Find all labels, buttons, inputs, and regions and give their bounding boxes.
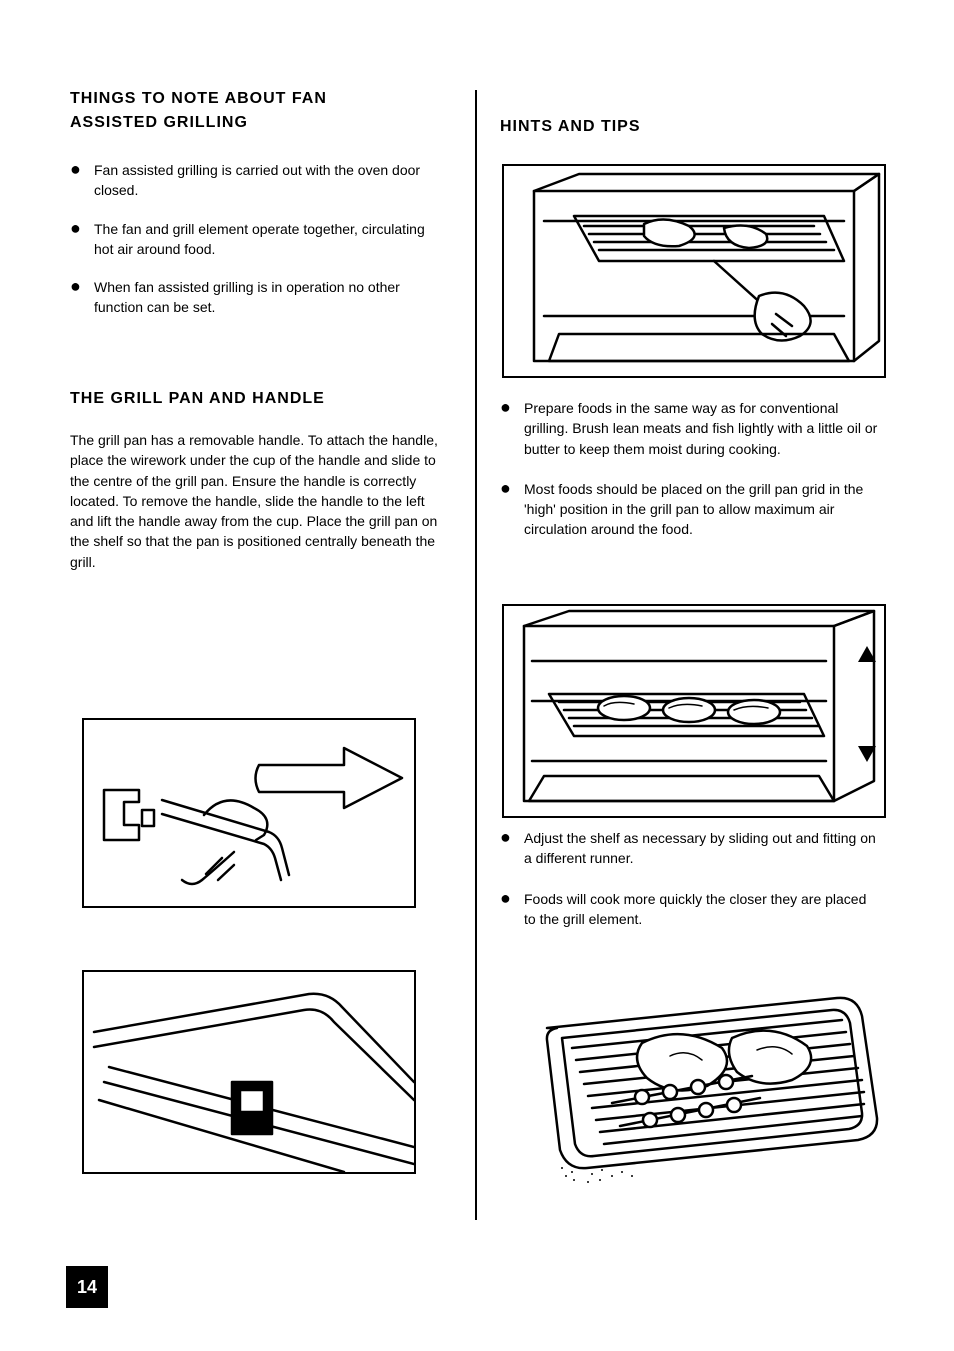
drawing-bracket-closeup [84,972,414,1172]
bullet-dot-icon: ● [500,398,524,459]
handle-paragraph: The grill pan has a removable handle. To… [70,430,440,572]
section-title-left: THINGS TO NOTE ABOUT FAN ASSISTED GRILLI… [70,90,430,138]
bullet-dot-icon: ● [70,277,94,318]
right-bullet-4: ● Foods will cook more quickly the close… [500,889,880,930]
column-divider [475,90,477,1220]
figure-pan-insert [502,164,886,378]
figure-pan-food [502,968,882,1190]
bullet-text: Adjust the shelf as necessary by sliding… [524,828,880,869]
title-line-1: THINGS TO NOTE ABOUT FAN [70,90,430,108]
bullet-text: Most foods should be placed on the grill… [524,479,880,540]
left-bullet-list: ● Fan assisted grilling is carried out w… [70,160,440,336]
left-bullet-2: ● The fan and grill element operate toge… [70,219,440,260]
drawing-pan-insert [504,166,884,376]
bullet-text: Prepare foods in the same way as for con… [524,398,880,459]
left-bullet-1: ● Fan assisted grilling is carried out w… [70,160,440,201]
bullet-text: When fan assisted grilling is in operati… [94,277,440,318]
bullet-dot-icon: ● [70,160,94,201]
drawing-handle-remove [84,720,414,906]
bullet-dot-icon: ● [500,479,524,540]
bullet-text: Fan assisted grilling is carried out wit… [94,160,440,201]
arrow-up-icon [858,646,876,662]
title-line-2: ASSISTED GRILLING [70,114,430,132]
drawing-pan-food [502,968,882,1190]
right-bullet-2: ● Most foods should be placed on the gri… [500,479,880,540]
section-title-hints: HINTS AND TIPS [500,118,641,136]
page-number: 14 [77,1277,97,1298]
right-bullet-1: ● Prepare foods in the same way as for c… [500,398,880,459]
right-bullet-group-1: ● Prepare foods in the same way as for c… [500,398,880,560]
bullet-dot-icon: ● [500,828,524,869]
subsection-title-handle: THE GRILL PAN AND HANDLE [70,390,440,408]
bullet-dot-icon: ● [500,889,524,930]
arrow-down-icon [858,746,876,762]
left-bullet-3: ● When fan assisted grilling is in opera… [70,277,440,318]
bullet-dot-icon: ● [70,219,94,260]
bullet-text: Foods will cook more quickly the closer … [524,889,880,930]
figure-shelf-adjust [502,604,886,818]
figure-bracket-closeup [82,970,416,1174]
page-number-box: 14 [66,1266,108,1308]
figure-handle-remove [82,718,416,908]
bullet-text: The fan and grill element operate togeth… [94,219,440,260]
manual-page: THINGS TO NOTE ABOUT FAN ASSISTED GRILLI… [0,0,954,1351]
right-bullet-group-2: ● Adjust the shelf as necessary by slidi… [500,828,880,949]
right-bullet-3: ● Adjust the shelf as necessary by slidi… [500,828,880,869]
drawing-shelf-adjust [504,606,884,816]
